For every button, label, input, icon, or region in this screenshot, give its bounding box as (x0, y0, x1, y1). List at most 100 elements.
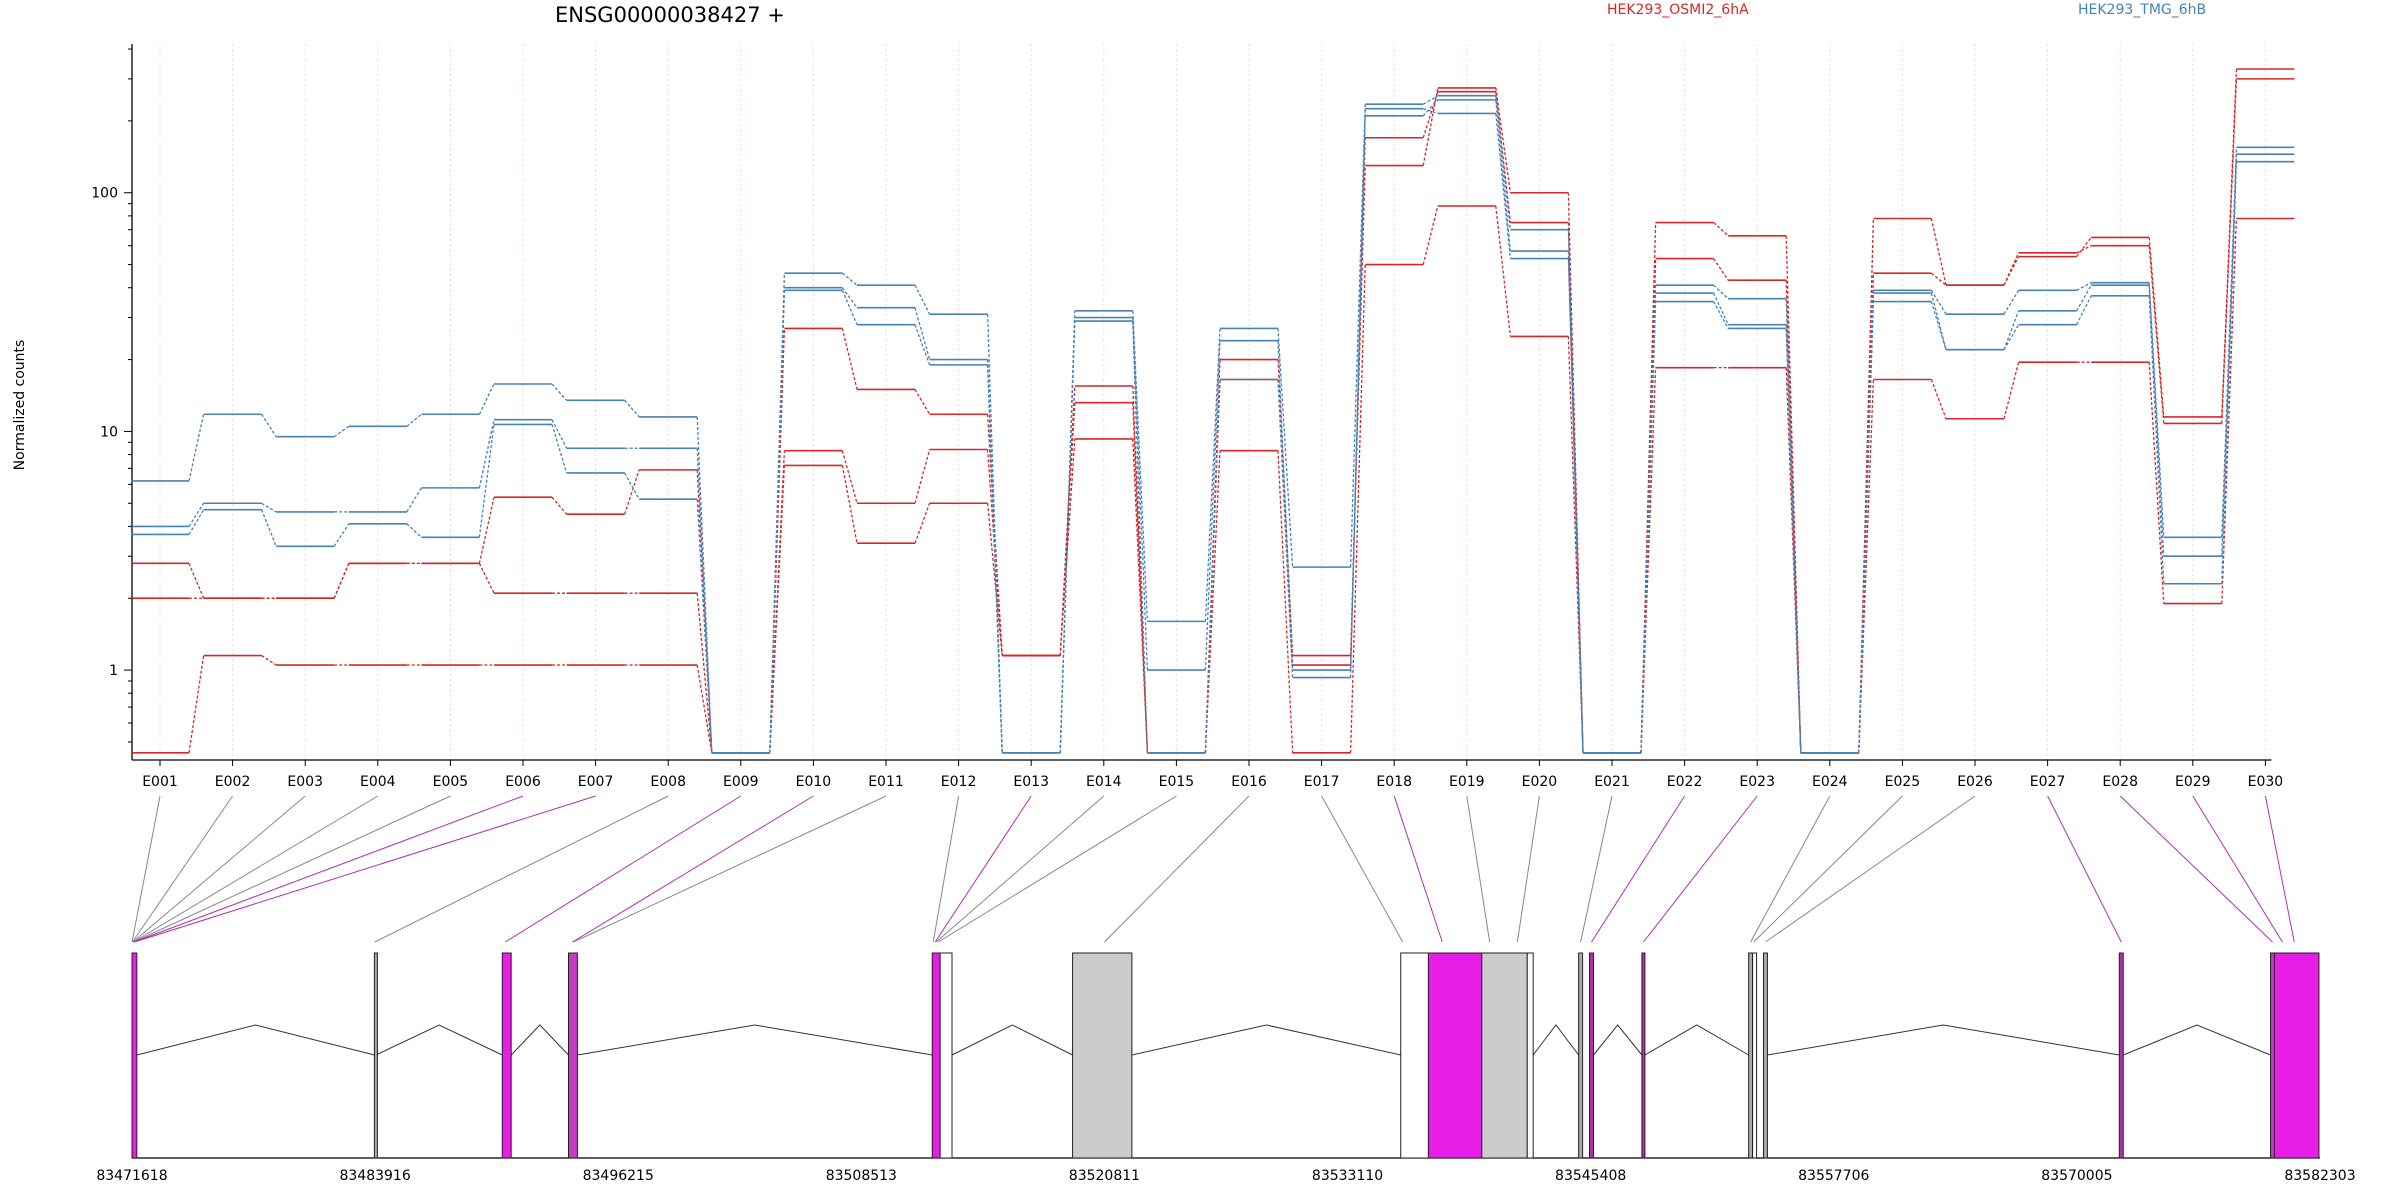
connector-e013 (934, 795, 1032, 943)
y-tick-label: 100 (91, 186, 118, 202)
y-tick-label: 1 (109, 663, 118, 679)
connector-e014 (935, 795, 1105, 943)
series-2-connector (696, 593, 713, 753)
series-5-connector (1713, 292, 1729, 325)
connector-e030 (2264, 795, 2295, 943)
series-5 (131, 99, 2295, 754)
series-5-connector (2003, 310, 2020, 350)
series-4-connector (406, 413, 422, 427)
genomic-coordinate-label: 83508513 (826, 1168, 897, 1184)
series-4-connector (551, 383, 568, 401)
connector-e007 (134, 795, 596, 943)
genomic-coordinate-label: 83570005 (2041, 1168, 2112, 1184)
series-4-connector (1204, 328, 1221, 622)
series-2-connector (1059, 402, 1076, 656)
legend-entry-tmg: HEK293_TMG_6hB (2078, 2, 2206, 18)
plot-series (131, 68, 2295, 754)
series-4-connector (333, 425, 350, 438)
series-6-connector (1567, 258, 1584, 753)
series-2-connector (841, 465, 858, 544)
series-6-connector (1423, 108, 1438, 115)
connector-e018 (1393, 795, 1443, 943)
x-tick-label-e017: E017 (1304, 774, 1340, 790)
series-4-connector (1713, 284, 1729, 300)
x-tick-label-e027: E027 (2030, 774, 2066, 790)
exon-box-10 (1481, 952, 1528, 1159)
connector-e001 (131, 795, 161, 943)
exon-box-9 (1427, 952, 1483, 1159)
exon-box-5 (931, 952, 941, 1159)
x-tick-label-e014: E014 (1086, 774, 1122, 790)
series-4 (131, 94, 2295, 754)
series-1-connector (914, 449, 931, 504)
series-5-connector (1495, 99, 1512, 252)
x-tick-label-e018: E018 (1376, 774, 1412, 790)
series-6-connector (406, 523, 422, 538)
series-2-connector (2003, 252, 2020, 286)
series-5-connector (1132, 317, 1149, 671)
series-6-connector (1858, 301, 1875, 753)
x-tick-label-e015: E015 (1159, 774, 1195, 790)
x-axis-ticks: E001 E002 E003 E004 E005 E006 E007 E008 E009 E010… (142, 760, 2283, 790)
genomic-coordinate-label: 83520811 (1069, 1168, 1140, 1184)
series-1-connector (1858, 218, 1875, 753)
series-3-connector (1422, 205, 1439, 265)
series-1-connector (841, 450, 858, 504)
series-1-connector (188, 563, 205, 599)
series-1 (131, 68, 2295, 754)
series-1-connector (478, 497, 495, 564)
series-4-connector (1495, 95, 1512, 230)
series-4-connector (624, 399, 640, 418)
series-5-connector (261, 502, 277, 513)
connector-e015 (937, 795, 1177, 943)
x-tick-label-e010: E010 (796, 774, 832, 790)
exon-box-13 (1589, 952, 1594, 1159)
series-2-connector (986, 503, 1003, 656)
intron-line (510, 1024, 569, 1056)
series-3-connector (2221, 218, 2238, 604)
series-3-connector (1059, 438, 1076, 656)
plot-grid (159, 44, 2266, 760)
series-6-connector (986, 364, 1003, 753)
series-6-connector (260, 509, 277, 547)
exon-box-1 (131, 952, 138, 1159)
series-4-connector (841, 272, 858, 286)
connector-e011 (573, 795, 887, 943)
connector-e027 (2047, 795, 2122, 943)
series-6-connector (696, 499, 713, 753)
series-1-connector (2076, 237, 2092, 258)
genomic-coordinate-label: 83483916 (339, 1168, 410, 1184)
series-6-connector (1495, 113, 1512, 259)
intron-line (136, 1024, 375, 1056)
intron-line (1767, 1024, 2120, 1056)
connector-e016 (1104, 795, 1250, 943)
y-axis-ticks: 1 10 100 (91, 48, 132, 743)
exon-box-2 (373, 952, 378, 1159)
exon-box-20 (2273, 952, 2320, 1159)
series-3 (131, 205, 2295, 754)
series-1-connector (623, 469, 640, 515)
x-tick-label-e020: E020 (1522, 774, 1558, 790)
connector-e017 (1321, 795, 1404, 943)
x-tick-label-e023: E023 (1739, 774, 1775, 790)
x-tick-label-e013: E013 (1013, 774, 1049, 790)
genomic-coordinate-label: 83545408 (1555, 1168, 1626, 1184)
series-5-connector (551, 419, 568, 449)
series-1-connector (2003, 256, 2020, 286)
series-5-connector (841, 287, 858, 309)
series-4-connector (188, 414, 205, 482)
x-tick-label-e008: E008 (650, 774, 686, 790)
legend-entry-osmi2: HEK293_OSMI2_6hA (1607, 2, 1749, 18)
series-6-connector (1204, 379, 1221, 753)
series-5-connector (914, 307, 931, 360)
x-tick-label-e012: E012 (941, 774, 977, 790)
series-3-connector (1495, 205, 1512, 337)
series-3-connector (841, 328, 858, 390)
series-6-connector (1713, 301, 1729, 329)
x-tick-label-e007: E007 (578, 774, 614, 790)
series-6-connector (551, 424, 568, 474)
series-6-connector (478, 424, 495, 538)
intron-line (577, 1024, 933, 1056)
exon-box-14 (1641, 952, 1646, 1159)
